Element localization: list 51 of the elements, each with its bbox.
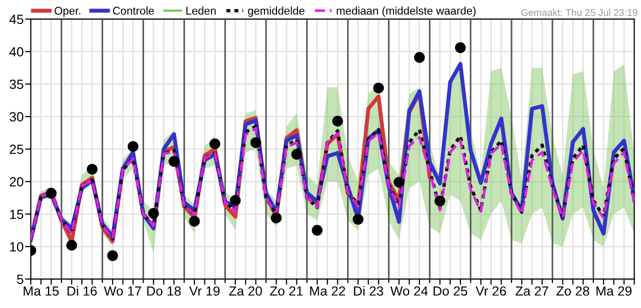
legend-label: gemiddelde [248,6,304,17]
y-tick-label: 30 [10,112,24,122]
x-tick-label: Zo 21 [270,286,303,296]
text: Gemaakt: Thu 25 Jul 23:19 [521,8,638,16]
x-tick-label: Za 20 [229,286,262,296]
x-tick-label: Do 25 [434,286,468,296]
y-tick-label: 5 [17,274,24,284]
legend-label: Oper. [54,6,80,17]
point [148,208,159,219]
x-tick-label: Do 18 [147,286,181,296]
x-tick-label: Ma 29 [596,286,632,296]
point [394,176,404,188]
x-tick-label: Ma 22 [310,286,346,296]
x-tick-label: Di 16 [68,286,97,296]
point [107,250,118,262]
point [86,164,98,175]
point [312,224,323,236]
x-tick-label: Vr 19 [189,286,220,296]
point [434,196,446,206]
point [46,188,57,199]
point [414,52,425,63]
point [128,141,138,152]
point [210,138,220,150]
y-tick-label: 25 [10,144,24,154]
x-tick-label: Za 27 [516,286,548,296]
y-tick-label: 45 [9,14,24,24]
x-tick-label: Wo 24 [390,286,428,296]
point [230,195,241,206]
point [332,116,344,127]
point [373,82,384,94]
point [189,216,200,227]
legend-label: Leden [186,6,216,15]
y-tick-label: 35 [10,80,24,89]
x-tick-label: Wo 17 [104,286,142,296]
x-tick-label: Ma 15 [24,286,59,296]
y-tick-label: 40 [9,47,24,56]
point [250,137,262,148]
point [168,156,180,167]
y-tick-label: 15 [10,210,24,219]
x-tick-label: Vr 26 [476,286,506,296]
y-tick-label: 20 [10,177,24,186]
x-tick-label: Zo 28 [556,286,590,296]
point [352,214,364,225]
point [291,148,302,160]
legend-label: Controle [112,6,154,15]
point [66,240,78,251]
legend-label: mediaan (middelste waarde) [336,6,476,17]
x-tick-label: Di 23 [354,286,384,296]
y-tick-label: 10 [10,242,24,252]
point [455,42,466,54]
point [270,212,282,224]
